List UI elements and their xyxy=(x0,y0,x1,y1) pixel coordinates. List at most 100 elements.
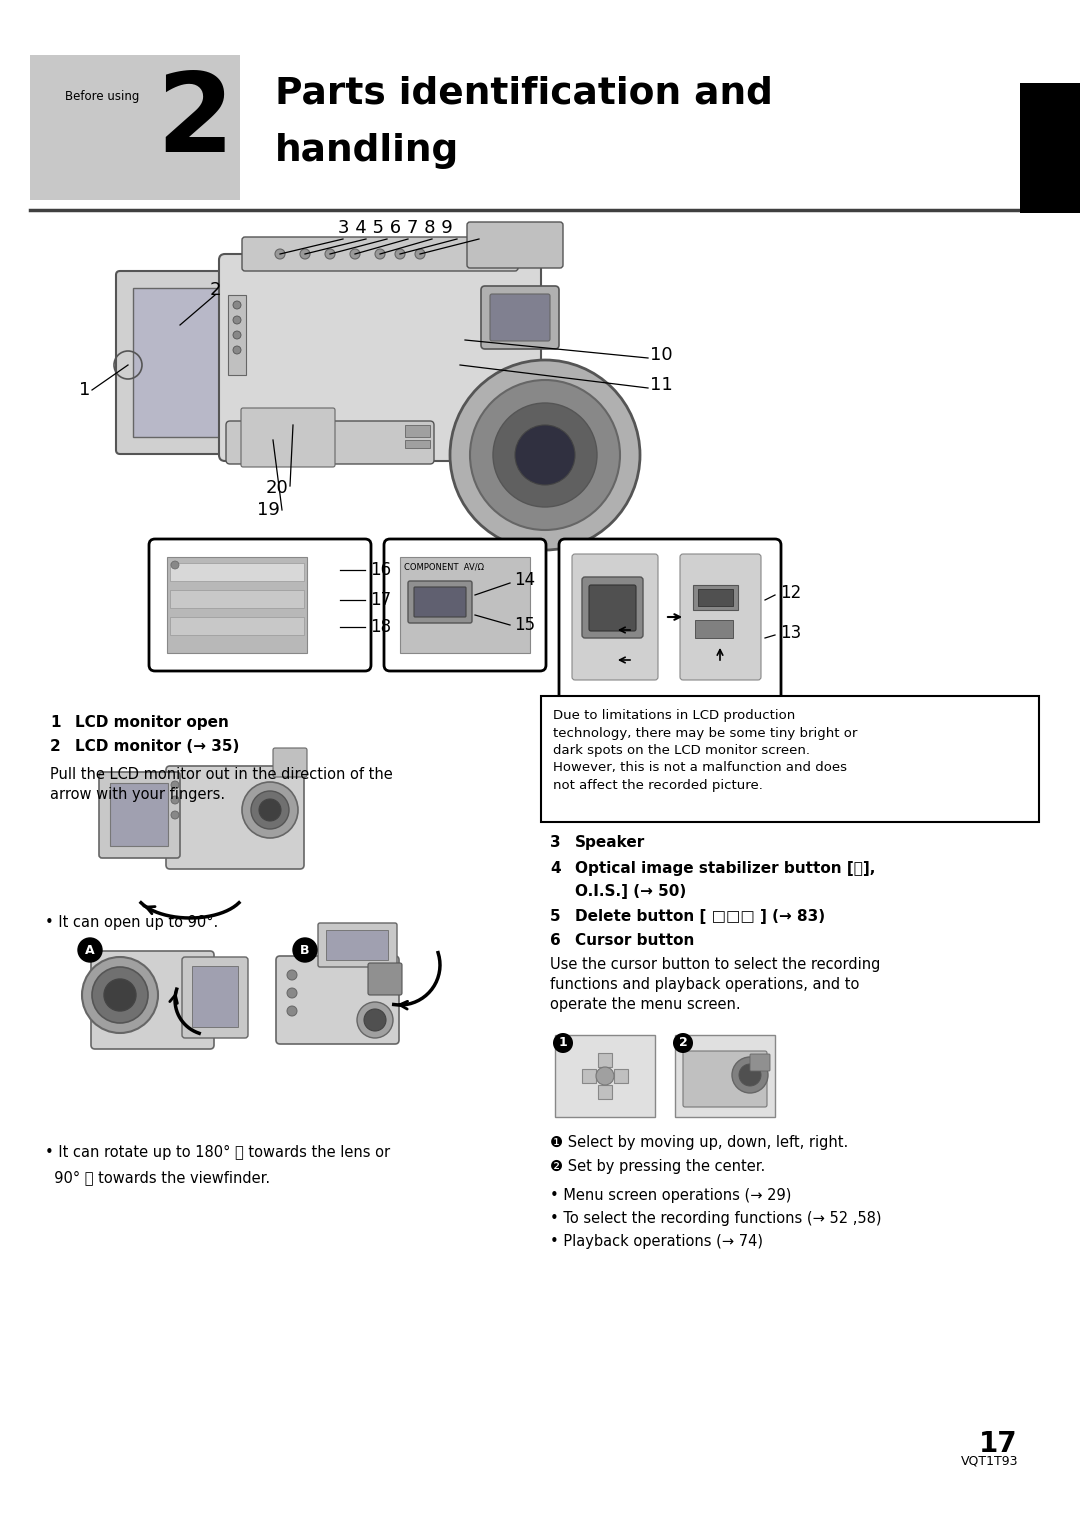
Circle shape xyxy=(287,1006,297,1016)
Circle shape xyxy=(739,1064,761,1087)
FancyBboxPatch shape xyxy=(149,539,372,671)
Text: Speaker: Speaker xyxy=(575,835,645,850)
Circle shape xyxy=(350,249,360,259)
Text: A: A xyxy=(85,943,95,957)
Bar xyxy=(598,1053,612,1067)
Circle shape xyxy=(415,249,426,259)
Circle shape xyxy=(92,967,148,1022)
Circle shape xyxy=(287,971,297,980)
Text: 6: 6 xyxy=(550,932,561,948)
Text: Delete button [ □□□ ] (→ 83): Delete button [ □□□ ] (→ 83) xyxy=(575,909,825,925)
Circle shape xyxy=(395,249,405,259)
Bar xyxy=(555,1035,654,1117)
FancyBboxPatch shape xyxy=(589,584,636,630)
Bar xyxy=(326,929,388,960)
Circle shape xyxy=(357,1003,393,1038)
FancyBboxPatch shape xyxy=(582,577,643,638)
Text: Cursor button: Cursor button xyxy=(575,932,694,948)
Circle shape xyxy=(553,1033,573,1053)
Circle shape xyxy=(233,331,241,339)
Text: 11: 11 xyxy=(650,375,673,394)
Bar xyxy=(133,288,243,436)
FancyBboxPatch shape xyxy=(242,237,518,272)
Text: 10: 10 xyxy=(650,346,673,365)
FancyBboxPatch shape xyxy=(166,766,303,868)
Text: • Playback operations (→ 74): • Playback operations (→ 74) xyxy=(550,1235,762,1248)
FancyBboxPatch shape xyxy=(559,539,781,700)
Text: • It can open up to 90°.: • It can open up to 90°. xyxy=(45,916,218,929)
Bar xyxy=(228,295,246,375)
FancyBboxPatch shape xyxy=(99,772,180,858)
Text: LCD monitor (→ 35): LCD monitor (→ 35) xyxy=(75,739,240,754)
Bar xyxy=(405,426,430,436)
FancyBboxPatch shape xyxy=(408,581,472,623)
Circle shape xyxy=(104,980,136,1012)
Circle shape xyxy=(732,1058,768,1093)
Circle shape xyxy=(242,781,298,838)
Circle shape xyxy=(171,797,179,804)
Bar xyxy=(405,439,430,449)
FancyBboxPatch shape xyxy=(384,539,546,671)
Text: 17: 17 xyxy=(980,1430,1018,1457)
Bar xyxy=(675,1035,775,1117)
Text: 12: 12 xyxy=(780,584,801,601)
Text: 2: 2 xyxy=(157,69,233,175)
Bar xyxy=(170,563,303,581)
Text: 16: 16 xyxy=(370,562,391,578)
Text: 1: 1 xyxy=(79,382,90,398)
Circle shape xyxy=(259,800,281,821)
Bar xyxy=(1020,82,1080,214)
Circle shape xyxy=(275,249,285,259)
Circle shape xyxy=(78,938,102,961)
Text: ❶ Select by moving up, down, left, right.: ❶ Select by moving up, down, left, right… xyxy=(550,1135,848,1151)
FancyBboxPatch shape xyxy=(368,963,402,995)
Text: Before using: Before using xyxy=(65,90,139,102)
Text: 2: 2 xyxy=(678,1036,687,1050)
Text: 13: 13 xyxy=(780,624,801,642)
Bar xyxy=(110,783,168,845)
Text: B: B xyxy=(300,943,310,957)
Bar xyxy=(167,557,307,653)
Text: Pull the LCD monitor out in the direction of the
arrow with your fingers.: Pull the LCD monitor out in the directio… xyxy=(50,768,393,801)
Circle shape xyxy=(673,1033,693,1053)
FancyBboxPatch shape xyxy=(750,1054,770,1071)
Circle shape xyxy=(287,987,297,998)
Bar xyxy=(598,1085,612,1099)
FancyBboxPatch shape xyxy=(276,955,399,1044)
FancyBboxPatch shape xyxy=(241,407,335,467)
Bar xyxy=(615,1070,627,1083)
FancyBboxPatch shape xyxy=(683,1051,767,1106)
Circle shape xyxy=(596,1067,615,1085)
Circle shape xyxy=(233,346,241,354)
Circle shape xyxy=(492,403,597,507)
Circle shape xyxy=(233,316,241,324)
Text: • It can rotate up to 180° Ⓐ towards the lens or: • It can rotate up to 180° Ⓐ towards the… xyxy=(45,1144,390,1160)
FancyBboxPatch shape xyxy=(467,221,563,269)
Circle shape xyxy=(233,301,241,308)
Text: 5: 5 xyxy=(550,909,561,925)
FancyBboxPatch shape xyxy=(116,272,259,455)
FancyBboxPatch shape xyxy=(680,554,761,681)
Circle shape xyxy=(300,249,310,259)
Text: LCD monitor open: LCD monitor open xyxy=(75,716,229,729)
Bar xyxy=(582,1070,596,1083)
Circle shape xyxy=(450,360,640,549)
Circle shape xyxy=(515,426,575,485)
Bar xyxy=(400,557,530,653)
Circle shape xyxy=(293,938,318,961)
Text: 4: 4 xyxy=(550,861,561,876)
FancyBboxPatch shape xyxy=(414,588,465,617)
Text: Due to limitations in LCD production
technology, there may be some tiny bright o: Due to limitations in LCD production tec… xyxy=(553,710,858,792)
Text: 15: 15 xyxy=(514,617,535,633)
Bar xyxy=(698,589,733,606)
Circle shape xyxy=(171,781,179,789)
Text: 20: 20 xyxy=(266,479,288,497)
Text: 1: 1 xyxy=(558,1036,567,1050)
FancyBboxPatch shape xyxy=(490,295,550,340)
FancyBboxPatch shape xyxy=(226,421,434,464)
Circle shape xyxy=(171,562,179,569)
Circle shape xyxy=(82,957,158,1033)
FancyBboxPatch shape xyxy=(481,285,559,349)
Text: VQT1T93: VQT1T93 xyxy=(960,1454,1018,1468)
Text: 1: 1 xyxy=(50,716,60,729)
